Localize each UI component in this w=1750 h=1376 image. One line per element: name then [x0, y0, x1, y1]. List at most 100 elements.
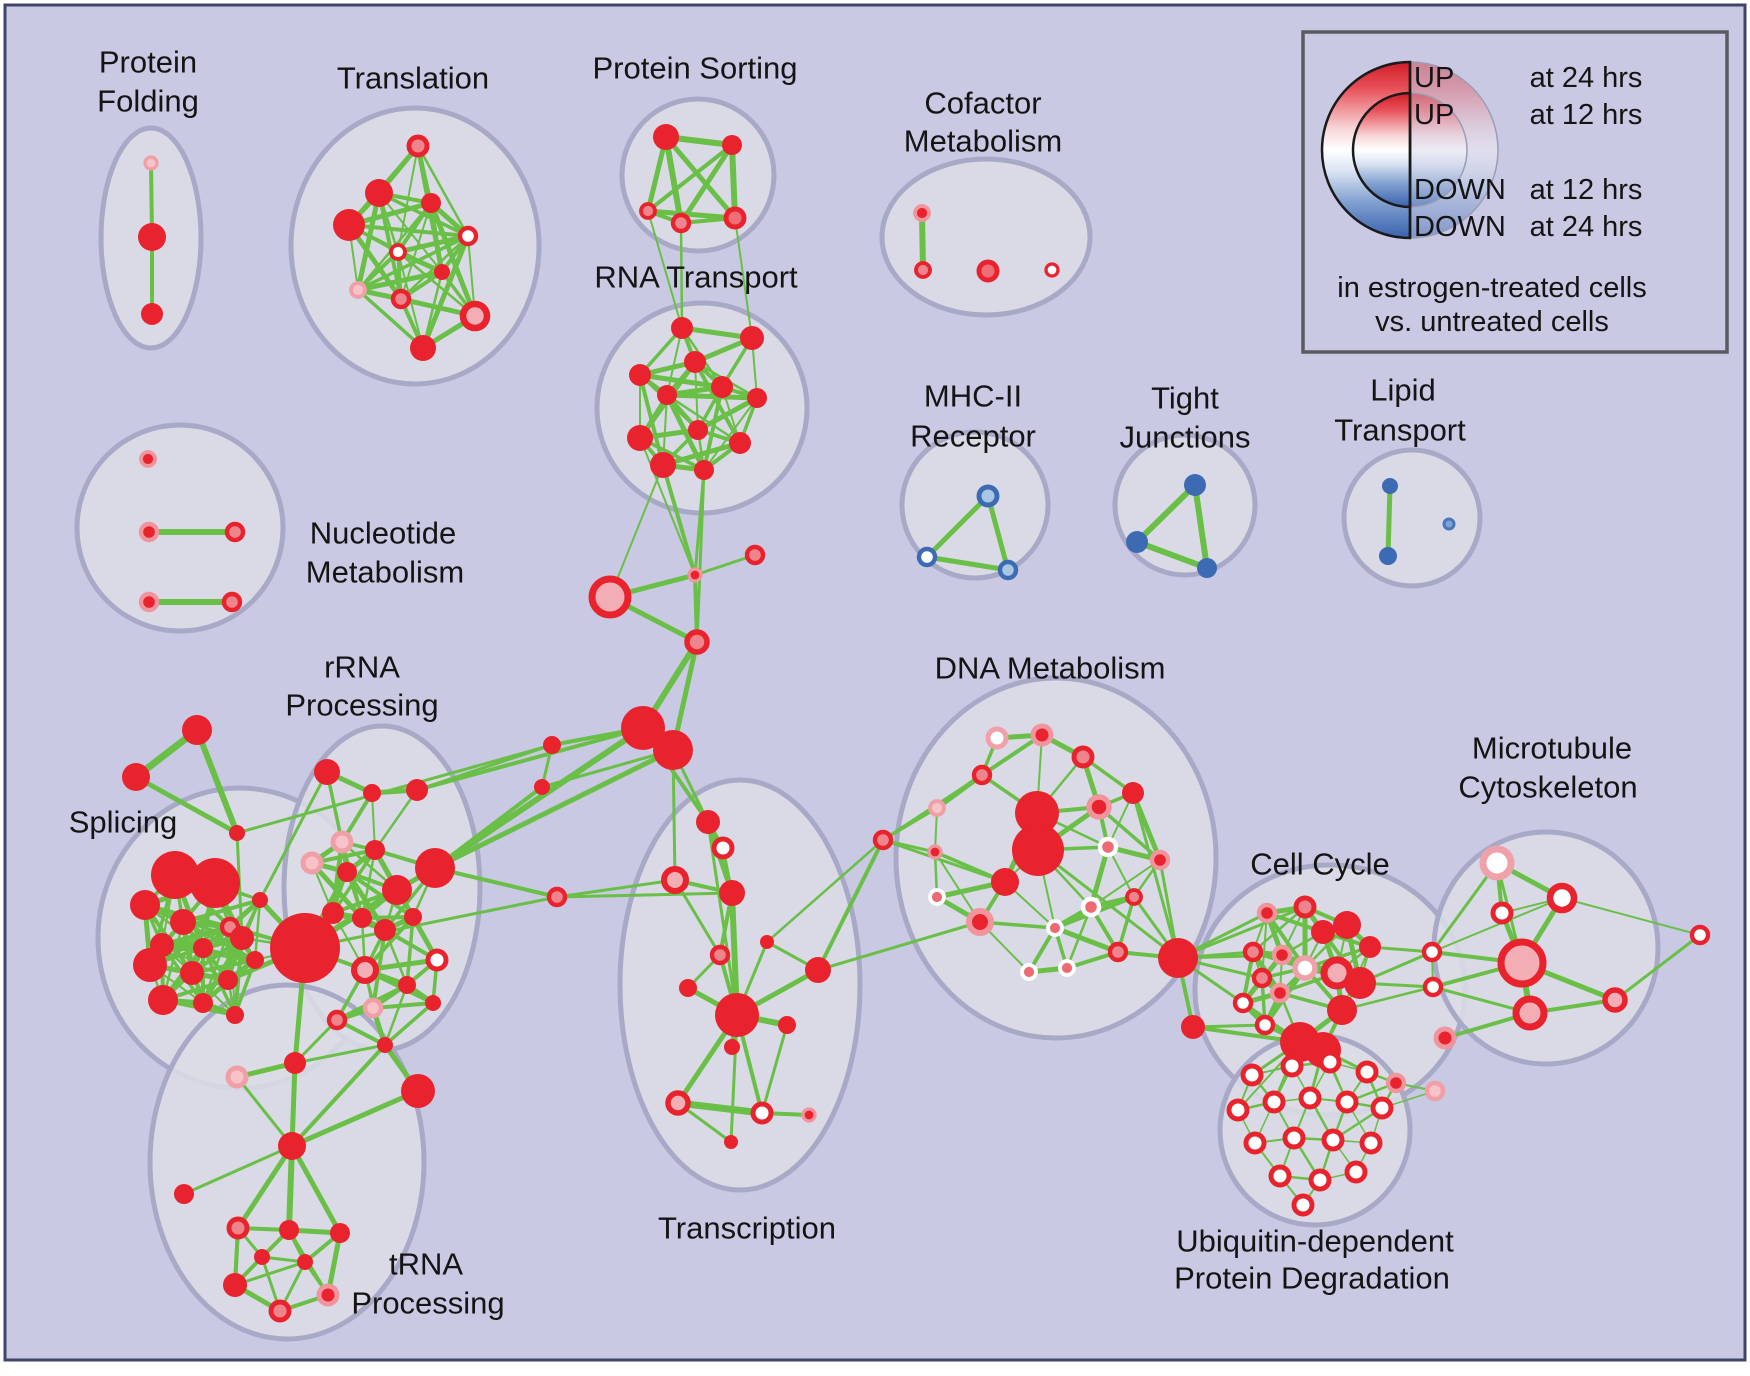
node-cofactor-metabolism-0[interactable] [913, 204, 931, 222]
node-protein-folding-0[interactable] [143, 155, 159, 171]
node-ubiquitin-degradation-17[interactable] [1385, 1072, 1407, 1094]
node-conn-8[interactable] [182, 715, 212, 745]
node-ubiquitin-degradation-14[interactable] [1308, 1168, 1332, 1192]
node-splicing-7[interactable] [230, 926, 254, 950]
node-translation-4[interactable] [457, 225, 479, 247]
node-trna-processing-9[interactable] [297, 1254, 313, 1270]
node-lipid-transport-0[interactable] [1382, 478, 1398, 494]
node-rrna-processing-20[interactable] [401, 1074, 435, 1108]
node-cell-cycle-2[interactable] [1311, 920, 1335, 944]
node-cell-cycle-3[interactable] [1333, 911, 1361, 939]
node-mhc-ii-receptor-0[interactable] [976, 484, 1000, 508]
node-rrna-processing-1[interactable] [363, 784, 381, 802]
node-dna-metabolism-7[interactable] [1012, 824, 1064, 876]
node-dna-metabolism-12[interactable] [991, 868, 1019, 896]
node-cell-cycle-4[interactable] [1359, 936, 1381, 958]
node-rna-transport-1[interactable] [740, 326, 764, 350]
node-conn-9[interactable] [122, 763, 150, 791]
node-splicing-2[interactable] [130, 890, 160, 920]
node-splicing-13[interactable] [193, 993, 213, 1013]
node-cell-cycle-1[interactable] [1293, 895, 1317, 919]
node-transcription-12[interactable] [750, 1101, 774, 1125]
node-splicing-1[interactable] [190, 858, 240, 908]
node-cell-cycle-0[interactable] [1256, 902, 1278, 924]
node-mhc-ii-receptor-1[interactable] [916, 546, 938, 568]
node-rrna-processing-17[interactable] [326, 1009, 348, 1031]
node-ubiquitin-degradation-10[interactable] [1282, 1126, 1306, 1150]
node-cell-cycle-5[interactable] [1242, 941, 1264, 963]
node-ubiquitin-degradation-4[interactable] [1226, 1098, 1250, 1122]
node-dna-metabolism-2[interactable] [1071, 745, 1095, 769]
node-rna-transport-2[interactable] [684, 351, 706, 373]
node-microtubule-cytoskeleton-1[interactable] [1546, 882, 1578, 914]
node-microtubule-cytoskeleton-4[interactable] [1512, 995, 1548, 1031]
node-conn-13[interactable] [1158, 938, 1198, 978]
node-splicing-0[interactable] [151, 851, 199, 899]
node-microtubule-cytoskeleton-9[interactable] [1433, 1026, 1457, 1050]
node-conn-3[interactable] [684, 629, 710, 655]
node-translation-10[interactable] [410, 335, 436, 361]
node-splicing-6[interactable] [193, 938, 213, 958]
node-protein-sorting-0[interactable] [653, 124, 679, 150]
node-rna-transport-0[interactable] [671, 317, 693, 339]
node-rna-transport-8[interactable] [627, 425, 653, 451]
node-conn-6[interactable] [543, 736, 561, 754]
node-rna-transport-4[interactable] [711, 376, 733, 398]
node-rrna-processing-19[interactable] [377, 1037, 393, 1053]
node-transcription-8[interactable] [715, 993, 759, 1037]
node-splicing-16[interactable] [270, 913, 340, 983]
node-splicing-12[interactable] [148, 985, 178, 1015]
node-dna-metabolism-19[interactable] [1020, 963, 1038, 981]
node-rna-transport-10[interactable] [650, 452, 676, 478]
node-translation-3[interactable] [421, 193, 441, 213]
node-splicing-10[interactable] [218, 970, 238, 990]
node-microtubule-cytoskeleton-3[interactable] [1497, 938, 1547, 988]
node-trna-processing-6[interactable] [316, 1283, 340, 1307]
node-ubiquitin-degradation-3[interactable] [1355, 1060, 1379, 1084]
node-rrna-processing-15[interactable] [398, 976, 416, 994]
node-conn-4[interactable] [621, 706, 665, 750]
node-dna-metabolism-20[interactable] [1058, 959, 1076, 977]
node-translation-6[interactable] [434, 264, 450, 280]
node-conn-7[interactable] [534, 779, 550, 795]
node-conn-1[interactable] [744, 544, 766, 566]
node-protein-sorting-4[interactable] [723, 206, 747, 230]
node-conn-12[interactable] [872, 829, 894, 851]
node-nucleotide-metabolism-1[interactable] [138, 521, 160, 543]
node-rrna-processing-21[interactable] [284, 1052, 306, 1074]
node-dna-metabolism-5[interactable] [1122, 782, 1144, 804]
node-rrna-processing-11[interactable] [374, 919, 396, 941]
node-ubiquitin-degradation-2[interactable] [1318, 1050, 1342, 1074]
node-dna-metabolism-13[interactable] [928, 888, 946, 906]
node-conn-2[interactable] [588, 575, 632, 619]
node-rna-transport-6[interactable] [747, 388, 767, 408]
node-transcription-11[interactable] [665, 1090, 691, 1116]
node-lipid-transport-2[interactable] [1442, 517, 1456, 531]
node-cell-cycle-6[interactable] [1271, 944, 1293, 966]
node-cofactor-metabolism-3[interactable] [1044, 262, 1060, 278]
node-ubiquitin-degradation-12[interactable] [1359, 1131, 1383, 1155]
node-dna-metabolism-17[interactable] [1046, 919, 1064, 937]
node-ubiquitin-degradation-13[interactable] [1268, 1164, 1292, 1188]
node-rrna-processing-14[interactable] [350, 955, 380, 985]
node-translation-8[interactable] [390, 288, 412, 310]
node-rrna-processing-2[interactable] [406, 779, 428, 801]
node-cofactor-metabolism-1[interactable] [914, 261, 932, 279]
node-microtubule-cytoskeleton-0[interactable] [1479, 845, 1515, 881]
node-dna-metabolism-3[interactable] [971, 764, 993, 786]
node-cofactor-metabolism-2[interactable] [976, 259, 1000, 283]
node-rrna-processing-3[interactable] [330, 830, 354, 854]
node-ubiquitin-degradation-6[interactable] [1298, 1086, 1322, 1110]
node-conn-5[interactable] [653, 730, 693, 770]
node-splicing-15[interactable] [252, 892, 268, 908]
node-splicing-11[interactable] [246, 951, 264, 969]
node-mhc-ii-receptor-2[interactable] [997, 559, 1019, 581]
node-protein-folding-2[interactable] [141, 303, 163, 325]
node-trna-processing-2[interactable] [226, 1216, 250, 1240]
node-trna-processing-3[interactable] [279, 1220, 299, 1240]
node-conn-0[interactable] [687, 567, 703, 583]
node-ubiquitin-degradation-18[interactable] [1424, 1080, 1446, 1102]
node-dna-metabolism-0[interactable] [985, 726, 1009, 750]
node-tight-junctions-1[interactable] [1126, 531, 1148, 553]
node-rrna-processing-22[interactable] [225, 1065, 249, 1089]
